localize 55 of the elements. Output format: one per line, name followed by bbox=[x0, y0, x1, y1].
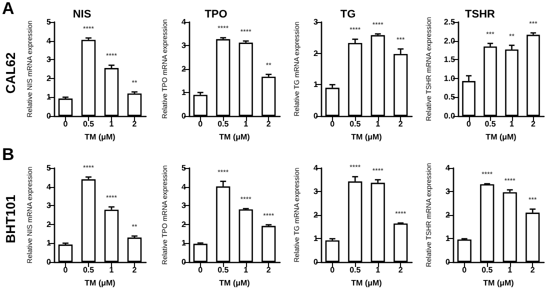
x-tick-label: 0 bbox=[198, 120, 204, 128]
x-axis-title: TM (μM) bbox=[84, 278, 116, 288]
x-axis-title: TM (μM) bbox=[351, 278, 382, 288]
y-tick-label: 0.0 bbox=[444, 112, 456, 120]
y-tick-label: 1.0 bbox=[444, 74, 456, 83]
text: A bbox=[2, 0, 14, 18]
x-tick-label: 0.5 bbox=[82, 120, 95, 128]
x-axis-title: TM (μM) bbox=[483, 278, 514, 288]
x-tick-label: 1 bbox=[510, 120, 515, 128]
x-tick-label: 0 bbox=[466, 120, 472, 128]
x-tick-label: 0 bbox=[63, 120, 68, 128]
x-tick-label: 0 bbox=[462, 266, 468, 274]
x-axis-title: TM (μM) bbox=[351, 132, 382, 142]
y-tick-label: 2 bbox=[314, 210, 319, 220]
x-axis-title: TM (μM) bbox=[486, 132, 517, 142]
x-tick-label: 0.5 bbox=[218, 120, 230, 128]
x-tick-label: 0.5 bbox=[350, 120, 362, 128]
x-tick-label: 0.5 bbox=[218, 266, 230, 274]
x-tick-label: 2 bbox=[530, 266, 536, 274]
x-tick-label: 2 bbox=[398, 266, 404, 274]
x-tick-label: 1 bbox=[244, 266, 249, 274]
x-tick-label: 0.5 bbox=[484, 120, 496, 128]
x-tick-label: 1 bbox=[508, 266, 513, 274]
x-axis-title: TM (μM) bbox=[219, 278, 250, 288]
x-tick-label: 0 bbox=[63, 266, 68, 274]
chart-title: TPO bbox=[204, 8, 228, 20]
y-tick-label: 2 bbox=[182, 64, 187, 74]
x-tick-label: 1 bbox=[109, 266, 114, 274]
x-tick-label: 2 bbox=[266, 120, 272, 128]
x-tick-label: 2 bbox=[531, 120, 536, 128]
x-tick-label: 0.5 bbox=[82, 266, 95, 274]
x-tick-label: 1 bbox=[376, 266, 381, 274]
y-tick-label: 1.5 bbox=[444, 55, 456, 64]
y-tick-label: 2 bbox=[446, 210, 451, 220]
x-axis-title: TM (μM) bbox=[219, 132, 250, 142]
x-tick-label: 1 bbox=[109, 120, 114, 128]
x-tick-label: 1 bbox=[244, 120, 249, 128]
x-tick-label: 1 bbox=[376, 120, 381, 128]
text: B bbox=[2, 145, 14, 164]
x-tick-label: 0 bbox=[198, 266, 204, 274]
x-tick-label: 2 bbox=[266, 266, 272, 274]
x-tick-label: 0 bbox=[330, 120, 336, 128]
chart-title: TSHR bbox=[465, 8, 496, 20]
x-tick-label: 0 bbox=[330, 266, 336, 274]
text: CAL62 bbox=[3, 52, 18, 94]
x-tick-label: 2 bbox=[132, 266, 138, 274]
y-tick-label: 2.0 bbox=[444, 36, 456, 46]
x-tick-label: 0.5 bbox=[482, 266, 494, 274]
chart-title: TG bbox=[340, 8, 356, 20]
text: BHT101 bbox=[3, 194, 18, 244]
x-tick-label: 0.5 bbox=[350, 266, 362, 274]
chart-title: NIS bbox=[72, 8, 92, 20]
x-axis-title: TM (μM) bbox=[84, 132, 116, 142]
x-tick-label: 2 bbox=[132, 120, 138, 128]
x-tick-label: 2 bbox=[398, 120, 404, 128]
